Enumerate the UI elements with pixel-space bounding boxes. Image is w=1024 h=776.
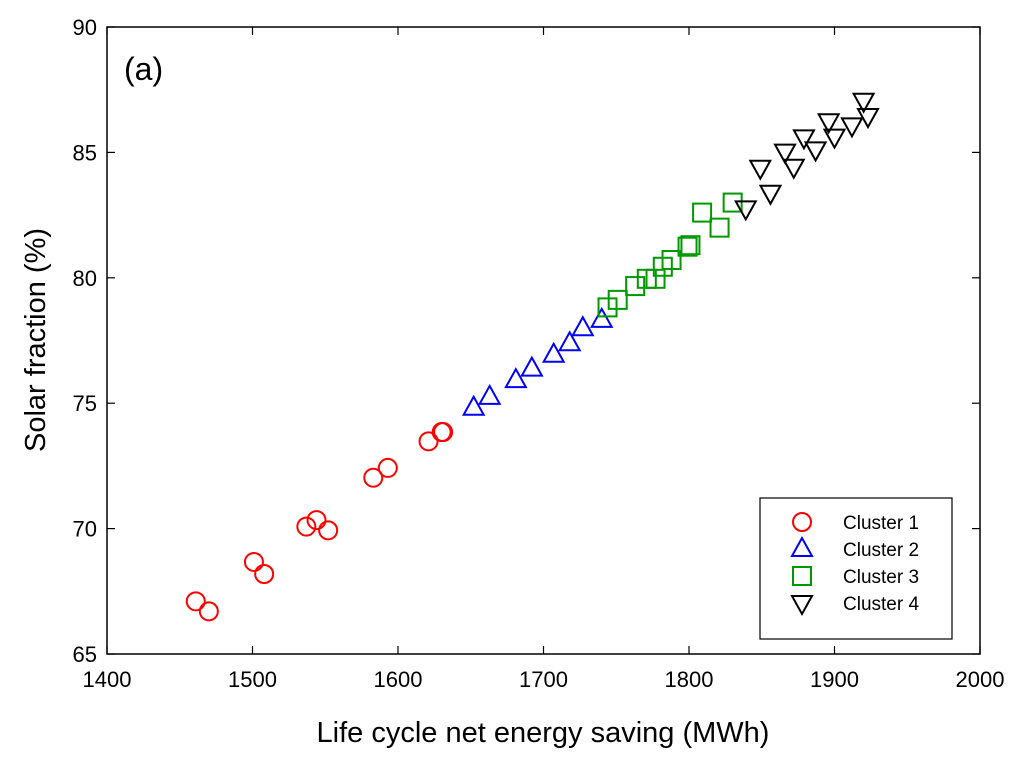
data-point-cluster-2 <box>504 367 528 389</box>
data-point-cluster-3 <box>680 235 701 256</box>
y-tick-label: 65 <box>73 642 97 667</box>
data-point-cluster-2 <box>461 394 486 416</box>
legend-marker-1 <box>792 512 812 532</box>
panel-label: (a) <box>124 51 163 87</box>
x-axis-label: Life cycle net energy saving (MWh) <box>317 717 770 749</box>
data-point-cluster-3 <box>692 202 713 223</box>
data-point-cluster-4 <box>782 158 806 180</box>
data-point-cluster-2 <box>571 315 595 337</box>
y-tick-label: 85 <box>73 140 97 165</box>
x-tick-label: 1500 <box>228 667 277 692</box>
x-tick-label: 1400 <box>83 667 132 692</box>
data-point-cluster-4 <box>773 143 797 165</box>
x-tick-label: 1900 <box>810 667 859 692</box>
data-point-cluster-1 <box>198 601 219 622</box>
data-point-cluster-2 <box>541 341 566 363</box>
data-point-cluster-4 <box>856 108 880 130</box>
data-point-cluster-3 <box>607 289 628 310</box>
legend-marker-2 <box>790 535 814 557</box>
y-tick-label: 80 <box>73 266 97 291</box>
legend: Cluster 1 Cluster 2 Cluster 3 Cluster 4 <box>759 497 953 640</box>
data-point-cluster-1 <box>306 510 327 531</box>
y-tick-label: 70 <box>73 517 97 542</box>
legend-marker-4 <box>790 595 814 617</box>
y-tick-label: 75 <box>73 391 97 416</box>
data-point-cluster-2 <box>477 383 502 405</box>
data-point-cluster-3 <box>722 192 743 213</box>
data-point-cluster-1 <box>296 516 317 537</box>
data-point-cluster-2 <box>590 306 614 328</box>
legend-marker-3 <box>792 566 812 586</box>
axis-ticks: 1400 1500 1600 1700 1800 1900 2000 65 70 75 80 85 90 <box>73 15 1005 692</box>
data-point-cluster-4 <box>822 128 847 150</box>
data-point-cluster-1 <box>254 563 275 584</box>
data-point-cluster-4 <box>758 184 783 206</box>
data-point-cluster-1 <box>318 520 339 541</box>
legend-label: Cluster 1 <box>843 513 919 534</box>
data-point-cluster-4 <box>816 113 841 135</box>
y-tick-label: 90 <box>73 15 97 40</box>
data-point-cluster-3 <box>661 249 682 270</box>
x-tick-label: 1700 <box>519 667 568 692</box>
data-point-cluster-4 <box>734 200 758 222</box>
legend-label: Cluster 2 <box>843 540 919 561</box>
data-point-cluster-3 <box>645 268 666 289</box>
y-axis-label: Solar fraction (%) <box>20 228 52 452</box>
data-point-cluster-1 <box>433 422 454 443</box>
data-point-cluster-4 <box>803 141 828 163</box>
data-point-cluster-4 <box>748 159 772 181</box>
data-point-cluster-2 <box>520 355 544 377</box>
x-tick-label: 1800 <box>665 667 714 692</box>
data-point-cluster-1 <box>418 431 439 452</box>
data-point-cluster-3 <box>677 236 698 257</box>
data-point-cluster-1 <box>377 457 398 478</box>
data-point-cluster-3 <box>597 297 618 318</box>
data-point-cluster-1 <box>243 551 264 572</box>
data-point-cluster-4 <box>840 117 864 139</box>
data-points <box>185 92 880 622</box>
data-point-cluster-4 <box>792 129 816 151</box>
data-point-cluster-1 <box>185 591 206 612</box>
legend-label: Cluster 3 <box>843 567 919 588</box>
legend-label: Cluster 4 <box>843 594 919 615</box>
data-point-cluster-4 <box>851 92 876 114</box>
x-tick-label: 2000 <box>956 667 1005 692</box>
data-point-cluster-3 <box>625 276 646 297</box>
data-point-cluster-1 <box>363 467 384 488</box>
data-point-cluster-3 <box>709 217 730 238</box>
x-tick-label: 1600 <box>374 667 423 692</box>
data-point-cluster-2 <box>557 330 582 352</box>
